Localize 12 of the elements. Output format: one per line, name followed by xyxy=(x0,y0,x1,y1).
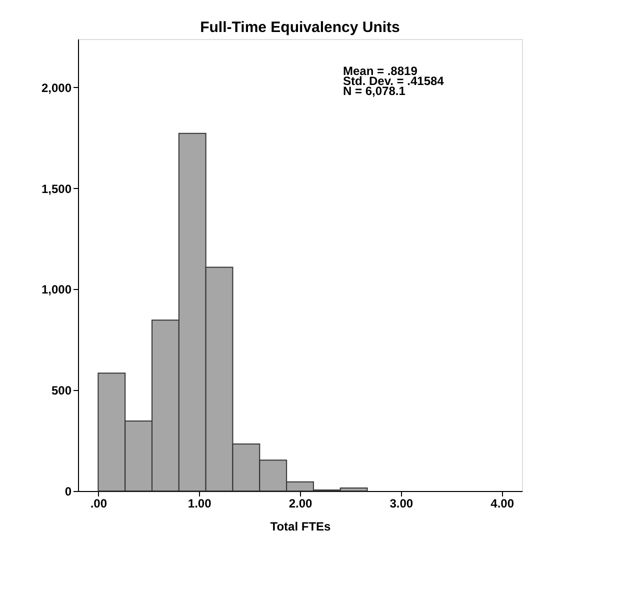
y-tick-label: 0 xyxy=(64,484,72,498)
y-tick-label: 2,000 xyxy=(41,80,72,95)
y-tick-label: 1,000 xyxy=(41,282,72,297)
y-tick-label: 1,500 xyxy=(41,182,72,196)
chart-title: Full-Time Equivalency Units xyxy=(200,19,400,36)
x-tick-label: 3.00 xyxy=(390,496,414,510)
x-tick-label: .00 xyxy=(90,496,108,510)
x-axis-title: Total FTEs xyxy=(270,520,332,534)
x-tick-label: 1.00 xyxy=(188,496,212,510)
y-tick-label: 500 xyxy=(51,384,72,398)
x-tick-label: 4.00 xyxy=(490,496,514,510)
x-tick-label: 2.00 xyxy=(288,496,312,510)
